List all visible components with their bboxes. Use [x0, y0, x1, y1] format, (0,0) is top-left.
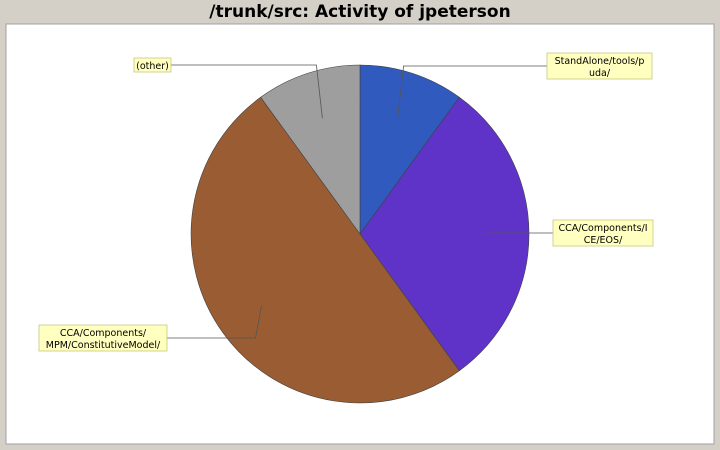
leader-line — [167, 305, 262, 339]
slice-label-text: (other) — [136, 61, 169, 72]
slice-label-box — [546, 52, 653, 80]
pie-labels: StandAlone/tools/puda/CCA/Components/ICE… — [38, 52, 654, 352]
pie-slice — [190, 96, 460, 404]
pie-slice — [359, 96, 530, 372]
leader-line — [171, 64, 323, 119]
slice-label-text: CCA/Components/ — [60, 328, 147, 339]
slice-label-text: uda/ — [589, 68, 611, 79]
slice-label-box — [552, 219, 654, 247]
pie-slices — [190, 64, 530, 404]
slice-label-text: StandAlone/tools/p — [555, 56, 645, 67]
pie-slice — [260, 64, 361, 235]
chart-title: /trunk/src: Activity of jpeterson — [209, 2, 511, 22]
slice-label-text: CE/EOS/ — [584, 235, 623, 246]
pie-slice — [359, 64, 460, 235]
slice-label-box — [133, 57, 172, 73]
slice-label-box — [38, 324, 168, 352]
slice-label-text: CCA/Components/I — [558, 223, 647, 234]
leader-line — [481, 232, 553, 235]
slice-label-text: MPM/ConstitutiveModel/ — [46, 340, 161, 351]
leader-line — [397, 65, 547, 119]
